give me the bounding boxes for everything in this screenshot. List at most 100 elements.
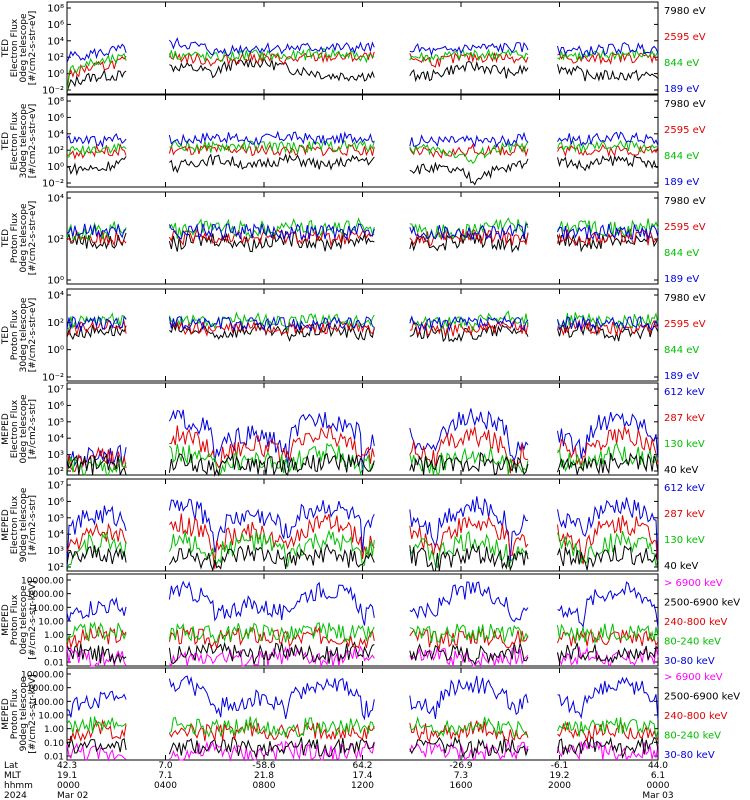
x-mlt-label: 19.1 (57, 771, 77, 781)
y-axis-label: TED (1, 326, 11, 345)
legend-entry: 612 keV (664, 483, 705, 494)
y-axis-label: Proton Flux (10, 688, 20, 739)
y-axis-label: [#/cm2-s-str-keV] (28, 580, 38, 659)
x-lat-label: -58.6 (252, 761, 276, 771)
series-line (66, 645, 659, 668)
series-line (66, 47, 659, 95)
series-line (66, 319, 659, 338)
y-tick-label: 10⁴ (47, 194, 64, 205)
legend-entry: 189 eV (664, 84, 699, 95)
y-tick-label: 10⁶ (47, 401, 64, 412)
y-tick-label: 10000.00 (21, 671, 64, 681)
x-lat-label: 64.2 (352, 761, 372, 771)
legend-entry: 240-800 keV (664, 617, 728, 628)
y-tick-label: 10000.00 (21, 577, 64, 587)
y-axis-label: [#/cm2-s-str-eV] (28, 298, 38, 373)
y-tick-label: 10⁵ (47, 513, 64, 524)
legend-entry: 844 eV (664, 58, 699, 69)
y-axis-label: MEPED (1, 698, 11, 730)
y-axis-label: MEPED (1, 509, 11, 541)
x-date-label: Mar 02 (57, 791, 88, 800)
y-axis-label: Proton Flux (10, 212, 20, 263)
y-tick-label: 10² (47, 563, 64, 574)
y-axis-label: [#/cm2-s-str-eV] (28, 11, 38, 86)
y-axis-label: 0deg telescope (19, 585, 29, 655)
legend-entry: 844 eV (664, 248, 699, 259)
y-axis-label: MEPED (1, 413, 11, 445)
legend-entry: 612 keV (664, 387, 705, 398)
series-line (66, 641, 659, 666)
legend-entry: 189 eV (664, 177, 699, 188)
x-mlt-label: 21.8 (254, 771, 274, 781)
series-line (66, 50, 659, 94)
y-tick-label: 10² (47, 235, 64, 246)
x-lat-label: 44.0 (648, 761, 668, 771)
x-mlt-label: 19.2 (549, 771, 569, 781)
y-axis-label: MEPED (1, 604, 11, 636)
x-lat-label: 7.0 (158, 761, 173, 771)
y-tick-label: 1.00 (44, 725, 64, 735)
y-axis-label: 30deg telescope (19, 103, 29, 178)
y-tick-label: 10² (47, 53, 64, 64)
x-time-label: 0800 (253, 781, 276, 791)
series-line (66, 230, 659, 254)
y-axis-label: TED (1, 132, 11, 151)
legend-entry: 189 eV (664, 274, 699, 285)
y-tick-label: 10⁴ (47, 36, 64, 47)
legend-entry: 2500-6900 keV (664, 692, 740, 703)
y-tick-label: 0.01 (44, 753, 64, 763)
series-line (66, 451, 659, 477)
y-tick-label: 10³ (47, 450, 64, 461)
y-tick-label: 10⁶ (47, 497, 64, 508)
series-line (66, 675, 659, 721)
x-time-label: 2000 (548, 781, 571, 791)
series-line (66, 496, 659, 571)
legend-entry: 240-800 keV (664, 711, 728, 722)
y-axis-label: Proton Flux (10, 594, 20, 645)
x-time-label: 0000 (647, 781, 670, 791)
x-time-label: 1200 (351, 781, 374, 791)
series-line (66, 36, 659, 63)
x-date-label: Mar 03 (642, 791, 673, 800)
legend-entry: 80-240 keV (664, 731, 721, 742)
y-axis-label: [#/cm2-s-str] (28, 399, 38, 459)
series-line (66, 139, 659, 164)
y-tick-label: 10³ (47, 546, 64, 557)
y-tick-label: 10² (47, 318, 64, 329)
y-tick-label: 0.01 (44, 659, 64, 669)
series-line (66, 735, 659, 759)
x-mlt-label: 17.4 (352, 771, 372, 781)
x-mlt-label: 6.1 (651, 771, 665, 781)
y-tick-label: 10⁰ (47, 162, 64, 173)
y-tick-label: 10⁷ (47, 481, 64, 492)
y-tick-label: 10.00 (38, 712, 64, 722)
y-axis-label: 0deg telescope (19, 13, 29, 83)
y-tick-label: 10⁰ (47, 69, 64, 80)
y-tick-label: 10⁸ (47, 4, 64, 15)
y-axis-label: Electron Flux (10, 399, 20, 458)
x-time-label: 1600 (450, 781, 473, 791)
legend-entry: 287 keV (664, 413, 705, 424)
series-line (66, 580, 659, 628)
y-tick-label: 10⁴ (47, 129, 64, 140)
y-tick-label: 100.00 (33, 604, 65, 614)
y-tick-label: 10⁸ (47, 97, 64, 108)
legend-entry: 287 keV (664, 509, 705, 520)
legend-entry: 2595 eV (664, 32, 706, 43)
legend-entry: > 6900 keV (664, 672, 723, 683)
series-line (66, 56, 659, 92)
legend-entry: > 6900 keV (664, 578, 723, 589)
y-axis-label: Electron Flux (10, 111, 20, 170)
series-line (66, 315, 659, 333)
y-axis-label: Electron Flux (10, 18, 20, 77)
series-line (66, 621, 659, 645)
x-lat-label: 42.3 (57, 761, 77, 771)
series-line (66, 625, 659, 651)
legend-entry: 2595 eV (664, 125, 706, 136)
legend-entry: 30-80 keV (664, 750, 715, 761)
legend-entry: 30-80 keV (664, 656, 715, 667)
y-axis-label: 0deg telescope (19, 203, 29, 273)
y-tick-label: 10⁴ (47, 434, 64, 445)
y-tick-label: 1000.00 (27, 684, 64, 694)
